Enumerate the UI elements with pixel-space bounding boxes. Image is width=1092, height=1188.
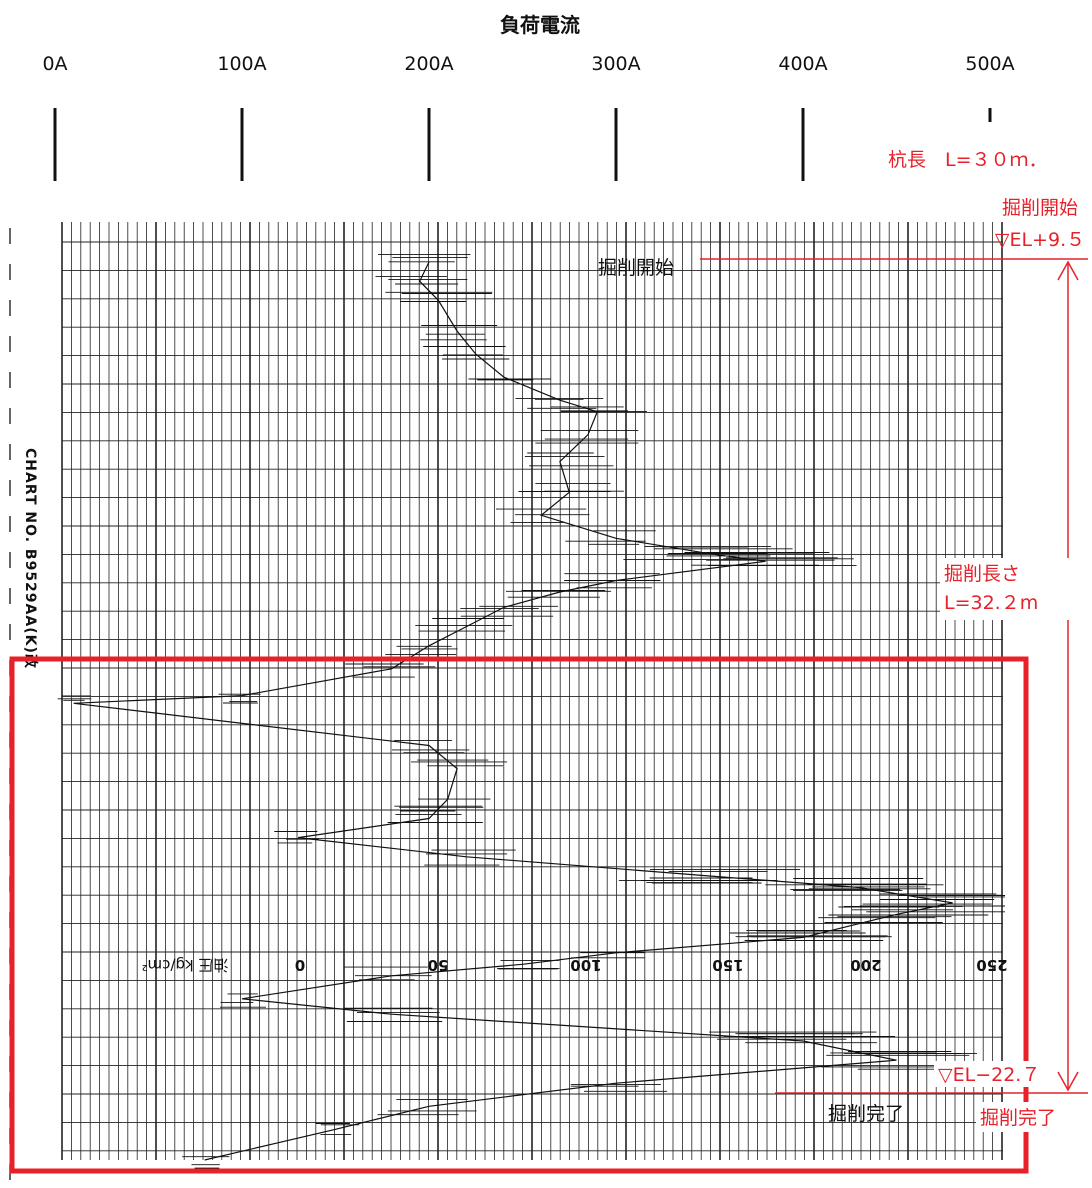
top-tick-label: 100A (217, 53, 266, 75)
arrow-head-down (1057, 1071, 1079, 1092)
length-label: 掘削長さ (944, 563, 1020, 585)
end-label-bg (976, 1102, 1088, 1132)
pressure-tick-label: 200 (850, 956, 881, 974)
chart-end-stamp: 掘削完了 (828, 1103, 904, 1125)
arrow-head-up (1057, 260, 1079, 281)
top-axis: 0A 100A 200A 300A 400A 500A (42, 53, 1015, 181)
start-label: 掘削開始 (1002, 197, 1078, 219)
end-label: 掘削完了 (980, 1107, 1056, 1129)
red-annotations: 杭長 L=３０ｍ． 掘削開始 ▽EL+9.５ 掘削長さ L=32.２m ▽EL−… (9, 149, 1088, 1174)
chart-title: 負荷電流 (500, 13, 580, 37)
end-el-bg (934, 1061, 1052, 1087)
load-current-trace (57, 253, 1005, 1169)
top-tick-label: 500A (965, 53, 1014, 75)
length-value-label: L=32.２m (944, 592, 1038, 614)
top-tick-label: 300A (591, 53, 640, 75)
top-tick-label: 400A (778, 53, 827, 75)
pile-length-label: 杭長 L=３０ｍ． (888, 149, 1048, 171)
pressure-scale: 0 50 100 150 200 250 油圧 kg/cm² (142, 956, 1008, 974)
chart-start-stamp: 掘削開始 (598, 257, 674, 279)
highlight-box (9, 656, 1029, 1174)
start-el-label: ▽EL+9.５ (995, 229, 1085, 251)
chart-number-label: CHART NO. B9529AA(K)改 (22, 448, 39, 669)
pressure-tick-label: 100 (570, 956, 601, 974)
pressure-tick-label: 50 (428, 956, 449, 974)
pressure-tick-label: 0 (295, 956, 305, 974)
pressure-tick-label: 250 (976, 956, 1007, 974)
pressure-tick-label: 150 (712, 956, 743, 974)
top-tick-label: 200A (404, 53, 453, 75)
pressure-axis-label: 油圧 kg/cm² (142, 956, 229, 974)
trace-line (73, 261, 953, 1161)
end-el-label: ▽EL−22.７ (938, 1064, 1040, 1086)
top-tick-label: 0A (42, 53, 67, 75)
length-label-bg (940, 558, 1080, 620)
